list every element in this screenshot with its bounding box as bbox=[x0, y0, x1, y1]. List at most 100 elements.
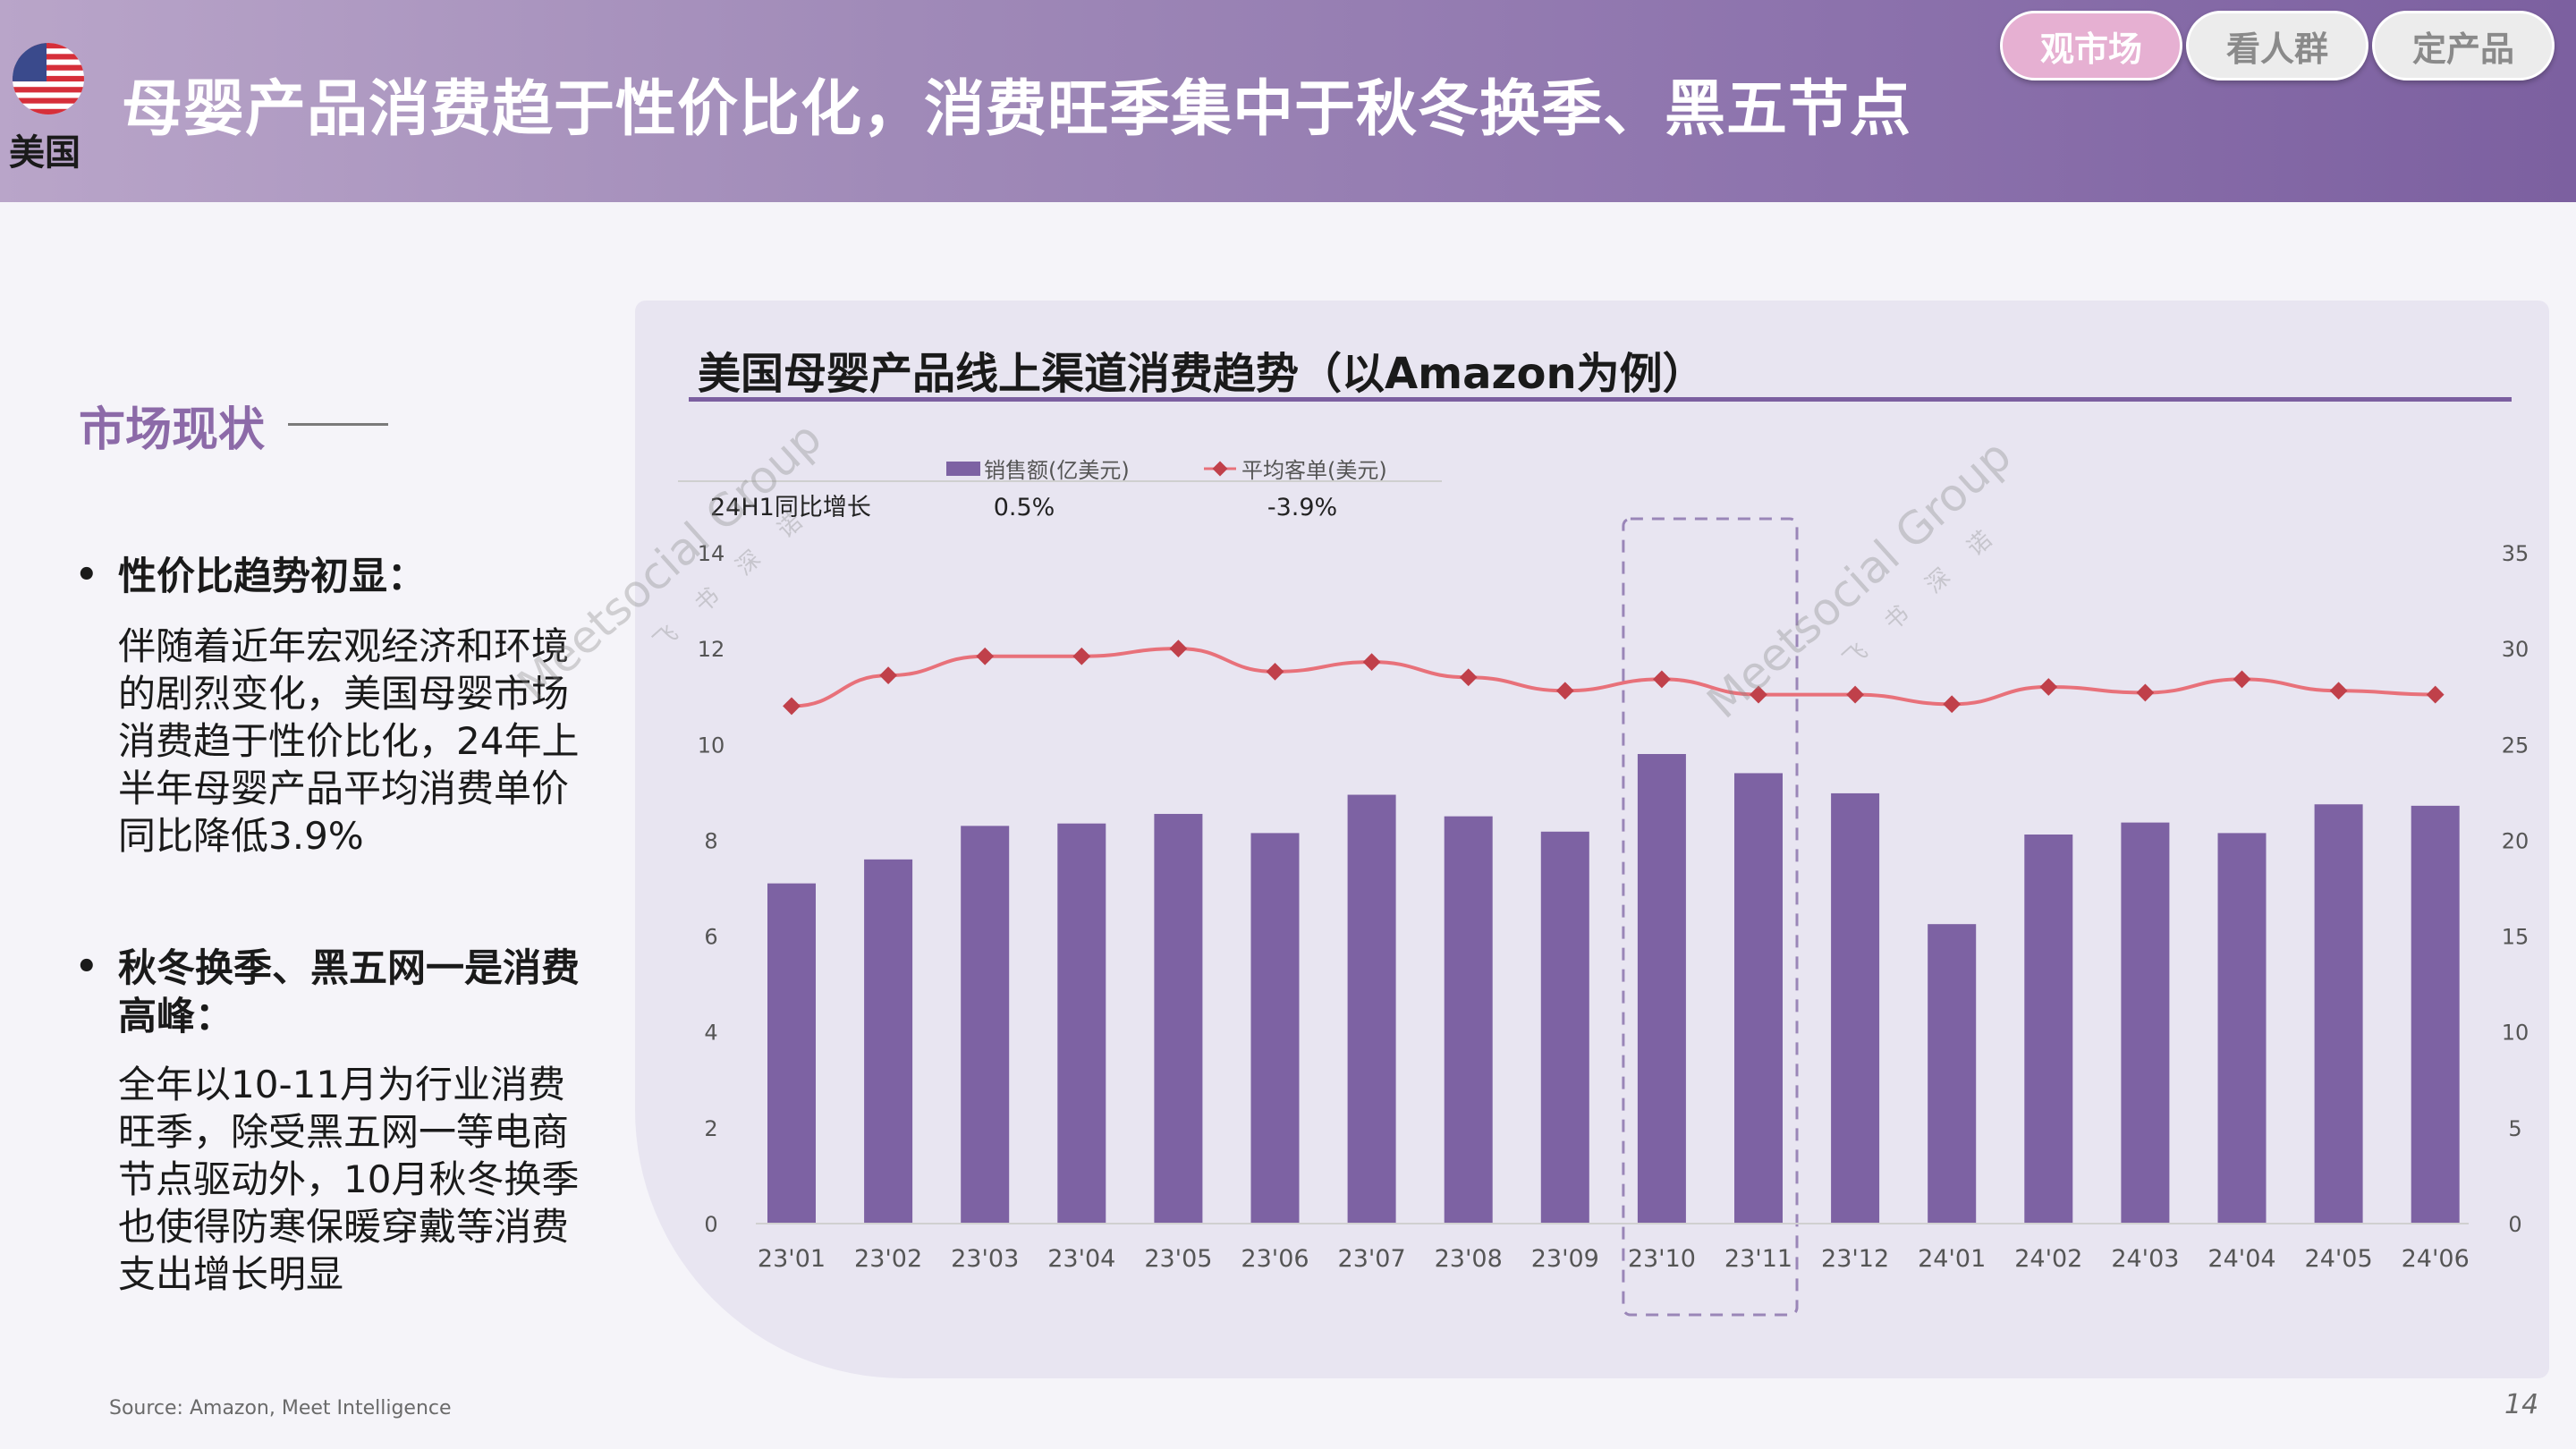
bar-sales bbox=[2314, 804, 2363, 1224]
x-tick-label: 23'01 bbox=[758, 1245, 826, 1273]
point-avg-order bbox=[976, 647, 995, 665]
point-avg-order bbox=[1072, 647, 1091, 665]
svg-text:Meetsocial Group: Meetsocial Group bbox=[508, 411, 832, 710]
bar-sales bbox=[1250, 833, 1300, 1224]
point-avg-order bbox=[1266, 662, 1284, 681]
point-avg-order bbox=[1750, 685, 1767, 704]
bar-sales bbox=[1637, 754, 1686, 1224]
y-right-tick-label: 20 bbox=[2502, 828, 2529, 853]
bar-sales bbox=[767, 883, 816, 1224]
point-avg-order bbox=[1555, 682, 1574, 700]
page-title: 母婴产品消费趋于性价比化，消费旺季集中于秋冬换季、黑五节点 bbox=[122, 74, 1912, 145]
svg-text:Meetsocial Group: Meetsocial Group bbox=[1698, 429, 2021, 728]
legend-swatch-sales bbox=[946, 462, 980, 476]
point-avg-order bbox=[1846, 685, 1864, 704]
x-tick-label: 24'03 bbox=[2111, 1245, 2179, 1273]
bar-sales bbox=[2024, 835, 2073, 1224]
tab-audience[interactable]: 看人群 bbox=[2186, 11, 2368, 80]
point-avg-order bbox=[2136, 683, 2155, 702]
bullet-body-2: 全年以10-11月为行业消费旺季，除受黑五网一等电商节点驱动外，10月秋冬换季也… bbox=[118, 1063, 580, 1296]
chart-title-underline bbox=[689, 397, 2512, 402]
y-right-tick-label: 15 bbox=[2502, 925, 2529, 950]
x-tick-label: 24'05 bbox=[2305, 1245, 2373, 1273]
legend-swatch-avg-marker bbox=[1212, 461, 1228, 477]
tab-market[interactable]: 观市场 bbox=[2000, 11, 2182, 80]
bar-sales bbox=[2217, 833, 2267, 1224]
bar-sales bbox=[1928, 924, 1977, 1224]
source-note: Source: Amazon, Meet Intelligence bbox=[109, 1397, 452, 1419]
x-tick-label: 23'06 bbox=[1241, 1245, 1309, 1273]
bullet-dot: • bbox=[75, 555, 98, 596]
bar-sales bbox=[961, 826, 1010, 1224]
point-avg-order bbox=[2039, 678, 2058, 696]
y-left-tick-label: 0 bbox=[704, 1212, 717, 1237]
y-left-tick-label: 14 bbox=[698, 541, 725, 566]
growth-value-sales: 0.5% bbox=[994, 494, 1055, 521]
point-avg-order bbox=[1362, 653, 1381, 672]
bar-sales bbox=[1734, 773, 1783, 1224]
x-tick-label: 23'04 bbox=[1047, 1245, 1115, 1273]
point-avg-order bbox=[1943, 695, 1962, 714]
bar-sales bbox=[1831, 792, 1880, 1224]
y-left-tick-label: 4 bbox=[704, 1021, 717, 1046]
growth-value-avg: -3.9% bbox=[1267, 494, 1337, 521]
highlight-box bbox=[1622, 517, 1799, 1317]
bullet-dot: • bbox=[75, 946, 98, 987]
x-tick-label: 24'02 bbox=[2014, 1245, 2082, 1273]
point-avg-order bbox=[2233, 670, 2251, 689]
y-right-tick-label: 30 bbox=[2502, 637, 2529, 662]
bullet-heading-1: 性价比趋势初显： bbox=[118, 555, 426, 599]
y-right-tick-label: 5 bbox=[2508, 1116, 2521, 1141]
bullet-body-1: 伴随着近年宏观经济和环境的剧烈变化，美国母婴市场消费趋于性价比化，24年上半年母… bbox=[118, 624, 580, 858]
legend-label-avg: 平均客单(美元) bbox=[1241, 458, 1387, 483]
y-left-tick-label: 10 bbox=[698, 733, 725, 758]
us-flag-icon bbox=[13, 43, 84, 114]
x-tick-label: 24'04 bbox=[2207, 1245, 2275, 1273]
bar-sales bbox=[1444, 816, 1493, 1224]
point-avg-order bbox=[2426, 685, 2445, 704]
bar-sales bbox=[2411, 805, 2460, 1224]
x-tick-label: 23'07 bbox=[1338, 1245, 1406, 1273]
y-right-tick-label: 35 bbox=[2502, 541, 2529, 566]
y-left-tick-label: 2 bbox=[704, 1116, 717, 1141]
bar-sales bbox=[1154, 813, 1203, 1224]
point-avg-order bbox=[879, 666, 897, 685]
x-tick-label: 23'08 bbox=[1435, 1245, 1503, 1273]
legend-label-sales: 销售额(亿美元) bbox=[984, 458, 1130, 483]
point-avg-order bbox=[2329, 682, 2348, 700]
point-avg-order bbox=[1459, 668, 1478, 687]
x-tick-label: 23'09 bbox=[1531, 1245, 1599, 1273]
page-number: 14 bbox=[2504, 1389, 2539, 1420]
x-tick-label: 23'11 bbox=[1724, 1245, 1792, 1273]
x-tick-label: 23'02 bbox=[854, 1245, 922, 1273]
y-left-tick-label: 12 bbox=[698, 637, 725, 662]
bar-sales bbox=[2121, 822, 2170, 1224]
line-avg-order bbox=[791, 647, 2436, 708]
section-title: 市场现状 bbox=[79, 403, 266, 457]
bar-sales bbox=[864, 859, 913, 1224]
x-tick-label: 23'03 bbox=[951, 1245, 1019, 1273]
y-left-tick-label: 8 bbox=[704, 828, 717, 853]
y-right-tick-label: 0 bbox=[2508, 1212, 2521, 1237]
point-avg-order bbox=[1169, 640, 1188, 658]
y-left-tick-label: 6 bbox=[704, 925, 717, 950]
section-title-divider bbox=[288, 423, 388, 426]
bar-sales bbox=[1540, 831, 1589, 1224]
x-tick-label: 23'12 bbox=[1821, 1245, 1889, 1273]
country-label: 美国 bbox=[9, 132, 80, 174]
x-tick-label: 24'01 bbox=[1918, 1245, 1986, 1273]
bar-sales bbox=[1057, 823, 1106, 1224]
growth-table-label: 24H1同比增长 bbox=[710, 494, 871, 521]
chart-title: 美国母婴产品线上渠道消费趋势（以Amazon为例） bbox=[698, 349, 1706, 399]
point-avg-order bbox=[1653, 670, 1671, 689]
y-right-tick-label: 10 bbox=[2502, 1021, 2529, 1046]
bar-sales bbox=[1347, 794, 1396, 1224]
point-avg-order bbox=[783, 697, 801, 716]
x-tick-label: 24'06 bbox=[2402, 1245, 2470, 1273]
x-tick-label: 23'05 bbox=[1144, 1245, 1212, 1273]
tab-product[interactable]: 定产品 bbox=[2372, 11, 2555, 80]
y-right-tick-label: 25 bbox=[2502, 733, 2529, 758]
